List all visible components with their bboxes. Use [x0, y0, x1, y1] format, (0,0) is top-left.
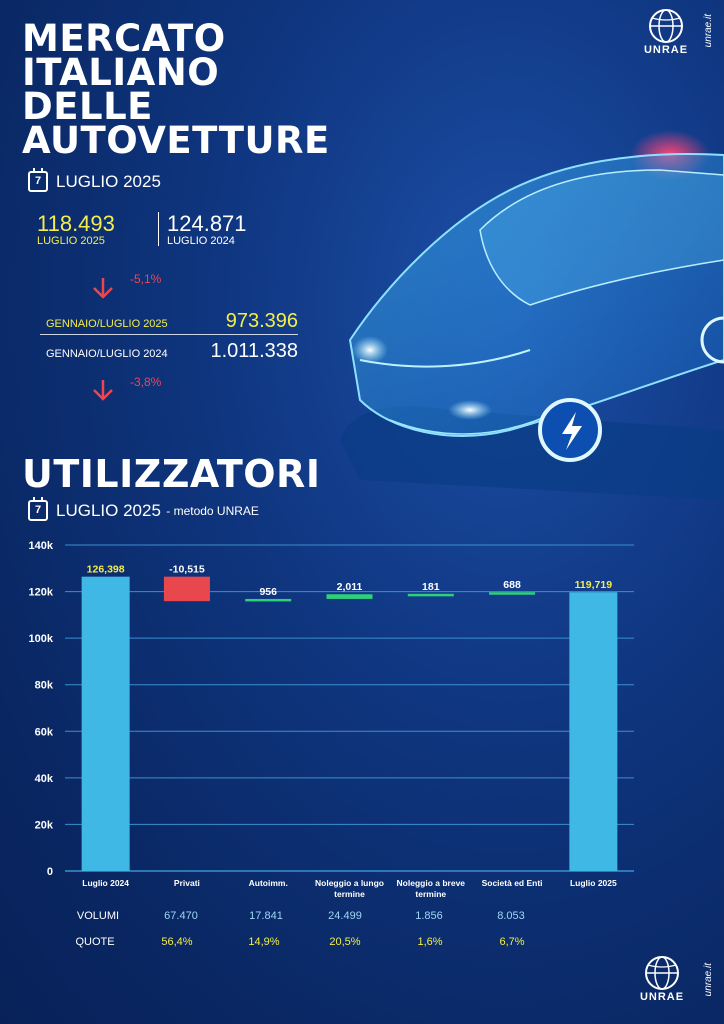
table-cell: 67.470: [164, 910, 198, 922]
logo-text: UNRAE: [643, 44, 689, 56]
y-tick-label: 80k: [35, 680, 54, 692]
header-date-label: LUGLIO 2025: [56, 171, 161, 191]
section-date-label: LUGLIO 2025: [56, 500, 161, 520]
data-label: 956: [259, 586, 277, 598]
url-text-bottom: unrae.it: [703, 963, 714, 997]
bar-3: [326, 594, 373, 599]
data-label: 2,011: [337, 581, 363, 593]
ytd-previous-row: GENNAIO/LUGLIO 2024 1.011.338: [46, 340, 298, 363]
table-cell: 56,4%: [161, 936, 193, 948]
monthly-previous-value: 124.871: [167, 211, 247, 236]
table-cell: 6,7%: [499, 936, 525, 948]
monthly-change: -5,1%: [130, 272, 162, 286]
x-tick-label: Luglio 2025: [570, 878, 617, 888]
unrae-logo-bottom: UNRAE: [632, 955, 692, 1003]
y-tick-label: 140k: [29, 540, 54, 552]
arrow-down-icon: [93, 278, 113, 299]
page-title: MERCATO ITALIANO DELLE AUTOVETTURE: [22, 17, 422, 162]
y-tick-label: 0: [47, 866, 53, 878]
bar-6: [569, 592, 618, 871]
bar-0: [81, 576, 130, 871]
section-title: UTILIZZATORI: [22, 452, 321, 496]
logo-text: UNRAE: [639, 991, 685, 1003]
url-text-top: unrae.it: [703, 14, 714, 48]
ytd-previous-label: GENNAIO/LUGLIO 2024: [46, 348, 168, 360]
title-line: AUTOVETTURE: [22, 119, 330, 162]
x-tick-label: Società ed Enti: [482, 878, 543, 888]
calendar-icon: 7: [28, 168, 48, 192]
monthly-divider: [158, 212, 159, 246]
section-date: 7 LUGLIO 2025 - metodo UNRAE: [28, 497, 259, 521]
table-cell: 24.499: [328, 910, 362, 922]
ytd-change: -3,8%: [130, 375, 162, 389]
data-label: 181: [422, 581, 440, 593]
table-cell: 20,5%: [329, 936, 361, 948]
row-label: QUOTE: [75, 936, 115, 948]
bar-5: [489, 592, 536, 595]
table-cell: 17.841: [249, 910, 283, 922]
monthly-current-label: LUGLIO 2025: [37, 235, 105, 247]
section-date-suffix: - metodo UNRAE: [162, 503, 259, 518]
y-tick-label: 100k: [29, 633, 54, 645]
table-row-volumi: VOLUMI 67.470 17.841 24.499 1.856 8.053: [0, 910, 724, 926]
arrow-down-icon: [93, 380, 113, 401]
table-row-quote: QUOTE 56,4% 14,9% 20,5% 1,6% 6,7%: [0, 936, 724, 952]
table-cell: 14,9%: [248, 936, 280, 948]
ytd-divider: [40, 334, 298, 335]
title-line: DELLE: [22, 85, 153, 128]
table-cell: 8.053: [497, 910, 525, 922]
waterfall-chart: 0 20k 40k 60k 80k 100k 120k 140k 126,398 -10,515 9…: [29, 540, 634, 899]
table-cell: 1,6%: [417, 936, 443, 948]
car-illustration: [340, 130, 724, 500]
y-tick-label: 60k: [35, 726, 54, 738]
x-tick-label: Privati: [174, 878, 200, 888]
bar-4: [407, 593, 454, 597]
globe-icon: [645, 956, 679, 990]
x-tick-label: Luglio 2024: [82, 878, 129, 888]
ytd-current-label: GENNAIO/LUGLIO 2025: [46, 318, 168, 330]
title-line: ITALIANO: [22, 51, 220, 94]
table-cell: 1.856: [415, 910, 443, 922]
unrae-logo-top: UNRAE: [636, 8, 696, 56]
x-tick-label: Autoimm.: [249, 878, 288, 888]
y-tick-label: 20k: [35, 819, 54, 831]
data-label: 126,398: [87, 564, 125, 576]
globe-icon: [649, 9, 683, 43]
monthly-previous-label: LUGLIO 2024: [167, 235, 235, 247]
monthly-current: 118.493 LUGLIO 2025: [37, 211, 115, 247]
y-tick-label: 40k: [35, 773, 54, 785]
ytd-previous-value: 1.011.338: [210, 340, 299, 362]
calendar-icon: 7: [28, 497, 48, 521]
y-tick-label: 120k: [29, 587, 54, 599]
x-tick-label: Noleggio a breve termine: [397, 878, 466, 899]
row-label: VOLUMI: [76, 910, 120, 922]
data-label: -10,515: [169, 564, 205, 576]
ytd-current-value: 973.396: [225, 310, 298, 332]
title-line: MERCATO: [22, 17, 226, 60]
data-label: 119,719: [575, 579, 613, 591]
bar-2: [245, 598, 292, 602]
header-date: 7 LUGLIO 2025: [28, 168, 161, 192]
data-label: 688: [503, 579, 521, 591]
ytd-current-row: GENNAIO/LUGLIO 2025 973.396: [46, 310, 298, 333]
monthly-previous: 124.871 LUGLIO 2024: [167, 211, 247, 247]
monthly-current-value: 118.493: [37, 211, 115, 236]
x-tick-label: Noleggio a lungo termine: [315, 878, 384, 899]
bar-1: [163, 576, 210, 602]
